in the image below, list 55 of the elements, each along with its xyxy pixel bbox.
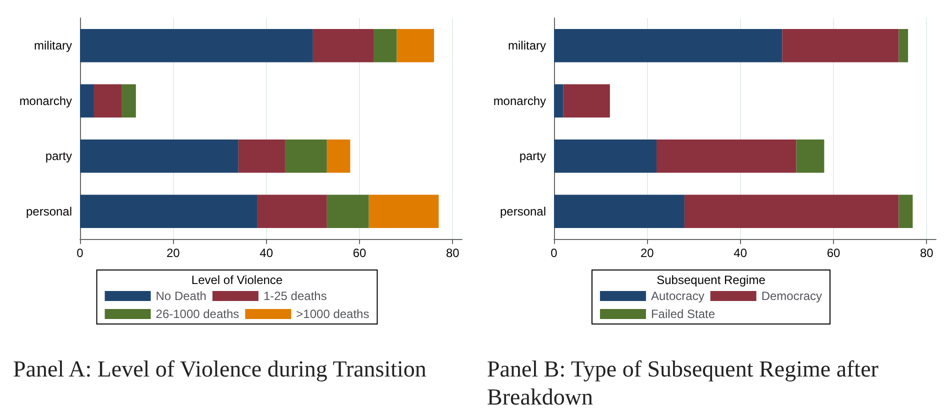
legend-label: No Death <box>156 289 206 303</box>
x-tick-label: 40 <box>260 246 274 260</box>
bar <box>396 29 434 62</box>
bar <box>257 194 327 228</box>
bar <box>80 140 238 173</box>
bar <box>80 194 258 228</box>
bar <box>898 29 908 62</box>
x-tick-label: 20 <box>640 246 654 260</box>
bar <box>563 84 610 118</box>
legend-label: >1000 deaths <box>296 307 370 321</box>
text: Panel A: Level of Violence during Transition <box>13 356 427 382</box>
bar <box>554 194 684 228</box>
bar <box>554 140 656 173</box>
x-tick-label: 40 <box>734 246 748 260</box>
bar <box>898 194 913 228</box>
bar <box>554 84 564 118</box>
bar <box>284 140 327 173</box>
bar <box>373 29 397 62</box>
bar <box>238 140 285 173</box>
y-tick-label: personal <box>500 204 546 218</box>
bar <box>326 140 350 173</box>
x-tick-label: 80 <box>920 246 934 260</box>
bar <box>368 194 439 228</box>
bar <box>80 84 94 118</box>
legend-label: Failed State <box>650 307 716 321</box>
y-tick-label: monarchy <box>19 94 72 108</box>
legend-label: 1-25 deaths <box>263 289 327 303</box>
x-tick-label: 60 <box>826 246 841 260</box>
y-tick-label: party <box>45 149 72 164</box>
bar <box>684 194 899 228</box>
y-tick-label: military <box>34 38 72 53</box>
x-tick-label: 60 <box>352 246 367 260</box>
legend-title: Subsequent Regime <box>656 273 766 287</box>
bar <box>122 84 136 118</box>
y-tick-label: monarchy <box>493 94 546 108</box>
legend-label: 26-1000 deaths <box>156 307 240 321</box>
bar <box>94 84 122 118</box>
y-tick-label: military <box>508 38 546 53</box>
bar <box>312 29 374 62</box>
bar <box>80 29 313 62</box>
y-tick-label: personal <box>26 204 72 218</box>
bar <box>554 29 782 62</box>
x-tick-label: 0 <box>550 246 558 260</box>
bar <box>656 140 796 173</box>
x-tick-label: 20 <box>166 246 180 260</box>
bar <box>796 140 824 173</box>
legend-title: Level of Violence <box>191 273 283 287</box>
legend-label: Autocracy <box>650 289 704 303</box>
x-tick-label: 0 <box>76 246 84 260</box>
text: Panel B: Type of Subsequent Regime after Breakdown <box>487 356 884 410</box>
bar <box>782 29 899 62</box>
legend-label: Democracy <box>761 289 822 303</box>
y-tick-label: party <box>519 149 546 164</box>
x-tick-label: 80 <box>446 246 460 260</box>
bar <box>326 194 369 228</box>
